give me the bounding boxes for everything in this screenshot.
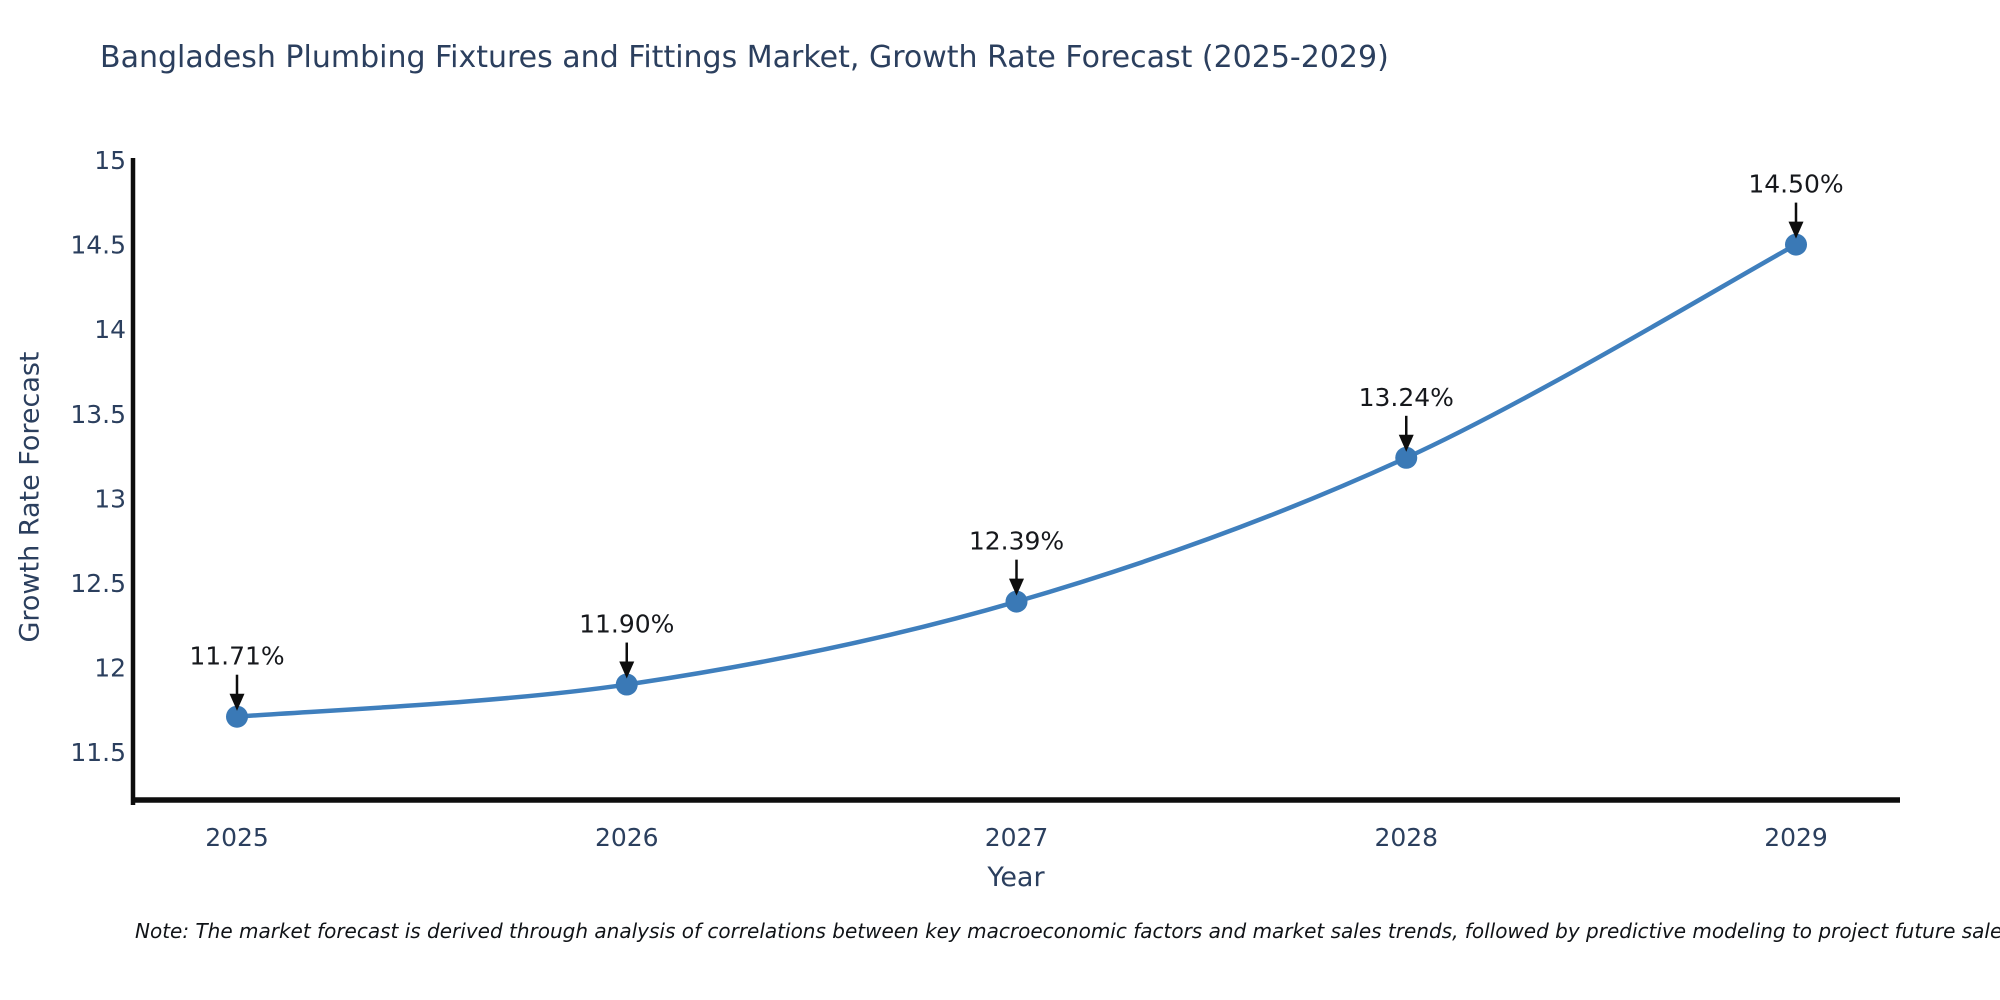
annotation-label: 13.24% xyxy=(1359,383,1454,412)
x-tick-label: 2027 xyxy=(985,823,1049,852)
annotation-arrowhead xyxy=(1009,578,1024,596)
chart-title: Bangladesh Plumbing Fixtures and Fitting… xyxy=(100,40,1389,75)
y-tick-label: 13 xyxy=(94,484,126,513)
y-tick-label: 13.5 xyxy=(70,400,126,429)
annotation-arrowhead xyxy=(229,693,245,711)
y-tick-label: 14.5 xyxy=(70,231,126,260)
data-point-marker xyxy=(1785,233,1807,256)
data-point-marker xyxy=(1005,590,1028,613)
x-axis-title: Year xyxy=(987,862,1045,893)
y-tick-label: 14 xyxy=(94,315,126,344)
annotation-arrowhead xyxy=(619,661,635,679)
y-tick-label: 12.5 xyxy=(70,569,126,598)
data-point-marker xyxy=(226,705,248,728)
y-tick-label: 11.5 xyxy=(70,738,126,767)
annotation-label: 14.50% xyxy=(1748,170,1843,199)
annotation-arrowhead xyxy=(1788,221,1804,239)
y-tick-label: 15 xyxy=(94,146,126,175)
x-tick-label: 2028 xyxy=(1374,823,1438,852)
x-tick-label: 2029 xyxy=(1764,823,1828,852)
x-tick-label: 2025 xyxy=(205,823,269,852)
data-point-marker xyxy=(1395,446,1418,469)
annotation-label: 12.39% xyxy=(969,527,1064,556)
y-tick-label: 12 xyxy=(94,654,126,683)
y-axis-title: Growth Rate Forecast xyxy=(14,351,46,643)
annotation-label: 11.71% xyxy=(189,642,284,671)
annotation-arrowhead xyxy=(1398,434,1414,452)
forecast-line xyxy=(234,242,1799,719)
x-tick-label: 2026 xyxy=(595,823,659,852)
footnote: Note: The market forecast is derived thr… xyxy=(135,919,2000,943)
annotation-label: 11.90% xyxy=(579,610,674,639)
data-point-marker xyxy=(615,673,638,696)
